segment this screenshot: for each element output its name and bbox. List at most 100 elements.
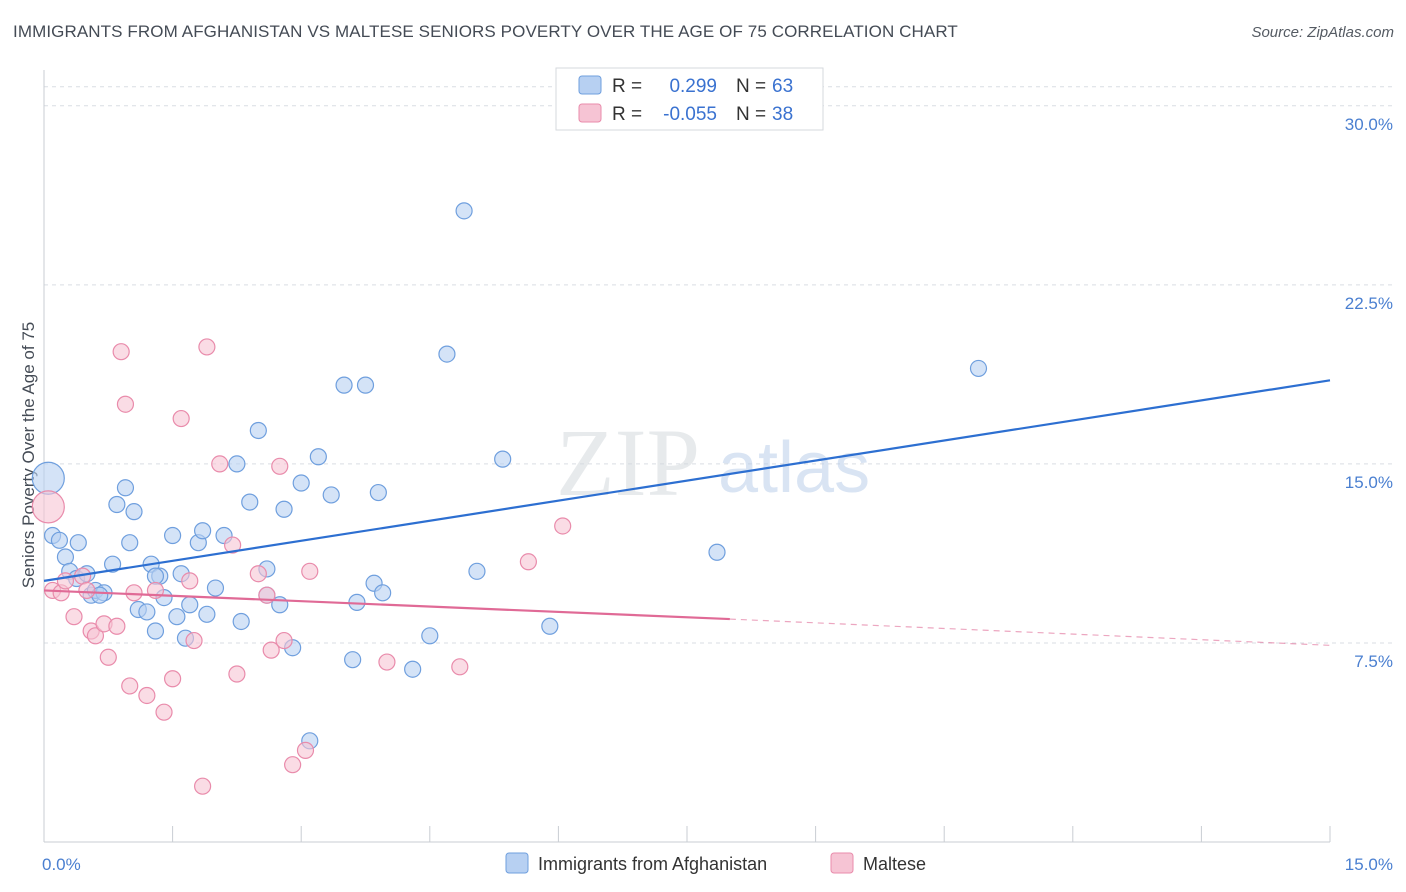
maltese-point <box>121 677 139 695</box>
source-credit: Source: ZipAtlas.com <box>1251 24 1394 41</box>
afghanistan-point <box>708 543 726 561</box>
legend-r-label: R = <box>612 104 642 125</box>
maltese-point <box>65 608 83 626</box>
afghanistan-point <box>468 562 486 580</box>
maltese-point <box>275 631 293 650</box>
afghanistan-point <box>541 617 559 635</box>
legend-n-value: 38 <box>772 104 793 125</box>
afghanistan-point <box>374 584 392 602</box>
bottom-legend-label: Maltese <box>863 854 926 874</box>
maltese-point <box>181 572 199 590</box>
maltese-point <box>172 409 190 428</box>
maltese-point <box>31 490 65 524</box>
y-tick-label: 22.5% <box>1345 294 1393 313</box>
afghanistan-point <box>50 531 69 549</box>
afghanistan-point <box>344 651 362 669</box>
afghanistan-point <box>164 526 182 545</box>
afghanistan-point <box>121 534 139 552</box>
afghanistan-point <box>309 448 327 466</box>
maltese-point <box>116 395 135 413</box>
maltese-point <box>194 777 212 795</box>
maltese-point <box>185 631 203 650</box>
afghanistan-point <box>56 548 75 566</box>
afghanistan-point <box>168 608 186 626</box>
x-tick-label: 15.0% <box>1345 855 1393 874</box>
y-tick-label: 15.0% <box>1345 473 1393 492</box>
afghanistan-point <box>125 503 143 521</box>
legend-box: R = 0.299 N = 63 R = -0.055 N = 38 <box>555 67 824 131</box>
maltese-point <box>56 572 75 590</box>
legend-n-label: N = <box>736 104 766 125</box>
legend-swatch-pink <box>578 103 602 123</box>
legend-r-value: -0.055 <box>663 104 717 125</box>
y-tick-label: 7.5% <box>1354 652 1393 671</box>
y-axis-label: Seniors Poverty Over the Age of 75 <box>19 322 38 588</box>
maltese-point <box>99 648 117 666</box>
afghanistan-point <box>421 627 439 645</box>
maltese-point <box>284 756 302 774</box>
afghanistan-point <box>198 605 216 623</box>
maltese-point <box>249 565 267 583</box>
maltese-point <box>211 455 229 473</box>
afghanistan-point <box>275 500 293 518</box>
maltese-point <box>262 641 280 659</box>
legend-n-label: N = <box>736 76 766 97</box>
afghanistan-point <box>438 345 456 363</box>
maltese-point <box>78 581 96 600</box>
axes <box>43 70 1331 843</box>
maltese-point <box>198 338 216 356</box>
afghanistan-point <box>241 493 259 511</box>
maltese-point <box>108 617 126 635</box>
afghanistan-trend-line <box>43 379 1331 582</box>
bottom-legend-label: Immigrants from Afghanistan <box>538 854 767 874</box>
bottom-legend-swatch-pink <box>830 852 854 874</box>
series-points <box>31 202 988 795</box>
maltese-point <box>451 658 469 676</box>
maltese-point <box>164 670 182 688</box>
maltese-trend-line-extension <box>729 618 1331 646</box>
maltese-trend-line <box>43 589 730 621</box>
watermark-atlas: atlas <box>718 428 870 508</box>
maltese-point <box>86 627 105 645</box>
afghanistan-point <box>356 376 375 394</box>
afghanistan-point <box>455 202 473 220</box>
maltese-point <box>378 653 396 671</box>
maltese-point <box>228 665 246 683</box>
maltese-point <box>112 343 130 361</box>
bottom-legend-swatch-blue <box>505 852 529 874</box>
y-tick-labels: 7.5% 15.0% 22.5% 30.0% <box>1345 115 1393 671</box>
afghanistan-point <box>494 450 512 468</box>
legend-r-value: 0.299 <box>669 76 717 97</box>
legend-r-label: R = <box>612 76 642 97</box>
legend-n-value: 63 <box>772 76 793 97</box>
legend-swatch-blue <box>578 75 602 95</box>
maltese-point <box>155 703 173 721</box>
afghanistan-point <box>322 486 340 504</box>
afghanistan-point <box>116 479 135 497</box>
afghanistan-point <box>404 660 422 678</box>
afghanistan-point <box>292 474 310 492</box>
afghanistan-point <box>69 534 87 552</box>
afghanistan-point <box>194 522 212 540</box>
maltese-point <box>125 584 143 602</box>
afghanistan-point <box>103 555 122 573</box>
afghanistan-point <box>108 495 126 514</box>
afghanistan-point <box>146 567 165 585</box>
maltese-point <box>271 457 289 475</box>
afghanistan-point <box>206 579 225 597</box>
watermark: ZIP atlas <box>556 409 870 516</box>
maltese-point <box>224 536 242 554</box>
afghanistan-point <box>249 421 267 440</box>
afghanistan-point <box>31 461 65 495</box>
trend-lines <box>43 379 1331 646</box>
afghanistan-point <box>138 603 156 621</box>
bottom-legend: Immigrants from Afghanistan Maltese <box>505 852 926 874</box>
y-tick-label: 30.0% <box>1345 115 1393 134</box>
maltese-point <box>138 686 156 705</box>
x-tick-labels: 0.0% 15.0% <box>42 855 1393 874</box>
maltese-point <box>296 741 315 759</box>
maltese-point <box>554 517 572 535</box>
afghanistan-point <box>146 622 165 640</box>
maltese-point <box>519 553 537 571</box>
